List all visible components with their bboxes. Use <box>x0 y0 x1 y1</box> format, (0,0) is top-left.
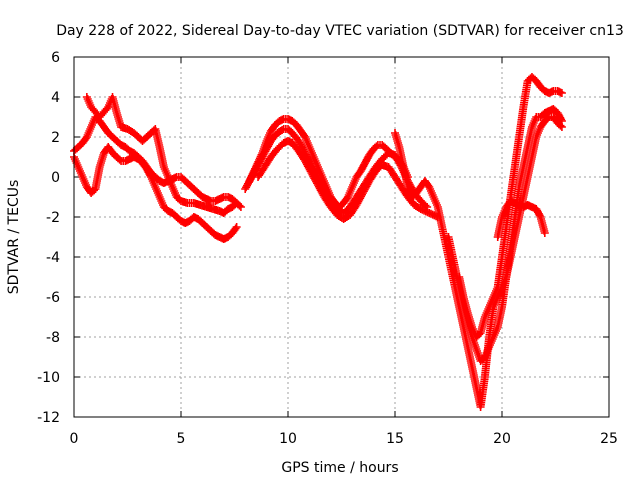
series-track-7 <box>391 113 566 411</box>
ticks-layer: 0 5 10 15 20 25 -12 -10 -8 -6 -4 -2 0 2 4 6 <box>37 50 618 447</box>
y-tick-label: -2 <box>46 210 60 226</box>
series-track-3 <box>82 93 241 217</box>
y-tick-label: 2 <box>51 130 60 146</box>
series-markers <box>391 113 565 409</box>
y-tick-label: -10 <box>37 370 60 386</box>
y-axis-label: SDTVAR / TECUs <box>6 180 22 295</box>
x-tick-label: 10 <box>279 431 297 447</box>
series-markers <box>255 137 441 222</box>
y-tick-label: 4 <box>51 90 60 106</box>
series-track-6 <box>254 137 442 223</box>
series-track-10 <box>493 197 549 241</box>
x-axis-label: GPS time / hours <box>281 460 398 476</box>
x-tick-label: 25 <box>600 431 618 447</box>
y-tick-label: -8 <box>46 330 60 346</box>
x-tick-label: 0 <box>70 431 79 447</box>
chart-title: Day 228 of 2022, Sidereal Day-to-day VTE… <box>56 23 624 39</box>
series-markers <box>83 95 240 217</box>
grid-layer <box>74 57 609 417</box>
x-tick-label: 5 <box>177 431 186 447</box>
series-markers <box>70 144 240 243</box>
y-tick-label: 0 <box>51 170 60 186</box>
x-tick-label: 20 <box>493 431 511 447</box>
series-markers <box>494 197 549 239</box>
y-tick-label: -6 <box>46 290 60 306</box>
y-tick-label: 6 <box>51 50 60 66</box>
series-track-2 <box>70 143 241 243</box>
x-tick-label: 15 <box>386 431 404 447</box>
marks-layer <box>70 73 566 411</box>
y-tick-label: -4 <box>46 250 60 266</box>
y-tick-label: -12 <box>37 410 60 426</box>
plot-frame <box>73 56 610 418</box>
